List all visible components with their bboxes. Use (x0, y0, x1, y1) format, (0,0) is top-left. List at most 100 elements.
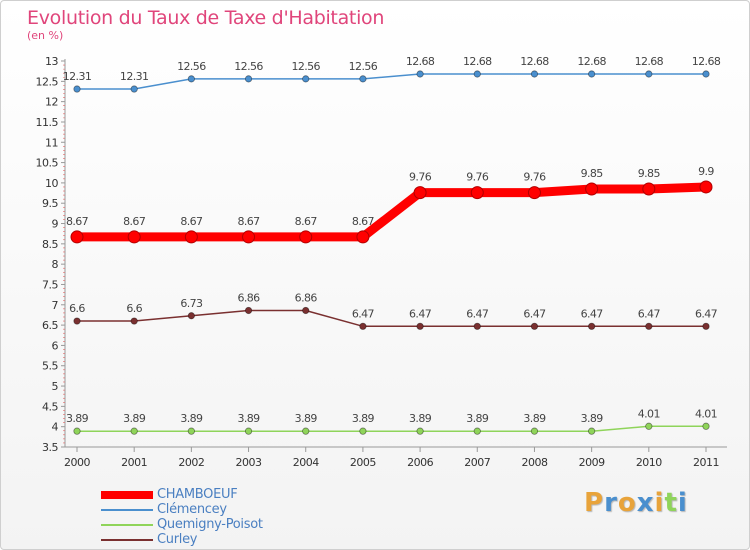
data-label: 9.85 (638, 167, 661, 180)
data-point (187, 427, 195, 435)
data-label: 3.89 (409, 412, 432, 425)
x-tick-label: 2003 (236, 456, 262, 469)
legend-swatch (101, 538, 153, 541)
data-point (527, 186, 541, 200)
data-point (130, 427, 138, 435)
data-label: 12.56 (234, 60, 263, 73)
data-point (473, 70, 481, 78)
data-point (699, 180, 713, 194)
data-point (73, 317, 81, 325)
legend-swatch (101, 490, 153, 499)
chart-series-layer (70, 70, 713, 435)
data-point (416, 427, 424, 435)
data-label: 6.47 (638, 307, 661, 320)
legend-item-quemigny-poisot: Quemigny-Poisot (101, 517, 263, 532)
y-tick-label: 3.5 (42, 441, 58, 454)
series-line-quemigny-poisot (76, 425, 707, 432)
y-tick-label: 6 (52, 339, 59, 352)
legend-label: CHAMBOEUF (157, 487, 238, 502)
data-point (530, 427, 539, 435)
data-label: 12.68 (577, 55, 606, 68)
data-point (645, 70, 653, 78)
x-tick-label: 2001 (121, 456, 147, 469)
chart-axes: 3.5 4 4.5 5 5.5 6 6.5 7 7.5 8 8.5 9 9.5 10 10.5 11 11.5 1… (36, 55, 727, 469)
y-tick-label: 4 (52, 421, 59, 434)
logo-letter: i (654, 488, 665, 518)
series-line-curley (76, 309, 707, 328)
data-label: 4.01 (638, 407, 660, 420)
data-point (244, 306, 253, 315)
data-label: 6.86 (295, 291, 318, 304)
legend-label: Curley (157, 532, 198, 547)
x-tick-label: 2000 (64, 456, 90, 469)
data-point (359, 322, 367, 330)
y-tick-label: 12.5 (36, 75, 59, 88)
data-label: 9.76 (466, 171, 489, 184)
data-label: 8.67 (66, 215, 89, 228)
legend-label: Clémencey (157, 502, 227, 517)
data-point (184, 230, 198, 244)
data-label: 12.68 (692, 55, 721, 68)
y-tick-label: 10 (45, 177, 58, 190)
data-point (470, 186, 484, 200)
legend-swatch (101, 508, 153, 511)
logo-letter: o (617, 488, 637, 518)
data-label: 9.76 (409, 171, 432, 184)
legend-swatch (101, 523, 153, 526)
x-tick-label: 2011 (693, 456, 719, 469)
data-point (299, 230, 313, 244)
data-point (302, 427, 310, 435)
data-point (530, 70, 539, 78)
data-point (702, 70, 710, 78)
y-tick-label: 4.5 (42, 400, 58, 413)
logo-letter: t (664, 488, 678, 518)
data-label: 8.67 (123, 215, 146, 228)
data-point (244, 75, 253, 83)
data-label: 6.6 (126, 302, 142, 315)
data-label: 3.89 (237, 412, 260, 425)
data-label: 12.68 (463, 55, 492, 68)
data-label: 3.89 (295, 412, 318, 425)
data-point (70, 230, 84, 244)
data-label: 4.01 (695, 407, 717, 420)
data-label: 3.89 (523, 412, 546, 425)
data-label: 8.67 (352, 215, 375, 228)
data-point (416, 70, 424, 78)
series-quemigny-poisot (73, 422, 710, 435)
x-tick-label: 2008 (521, 456, 547, 469)
data-label: 6.47 (523, 307, 546, 320)
y-tick-label: 8.5 (42, 238, 58, 251)
data-label: 3.89 (180, 412, 203, 425)
data-label: 6.73 (180, 297, 203, 310)
y-tick-label: 6.5 (42, 319, 58, 332)
data-label: 12.31 (63, 70, 92, 83)
series-chamboeuf (70, 180, 713, 244)
y-tick-label: 11.5 (36, 116, 59, 129)
series-curley (73, 306, 710, 330)
data-label: 8.67 (180, 215, 203, 228)
data-label: 6.47 (352, 307, 375, 320)
series-clemencey (73, 70, 710, 93)
chart-legend: CHAMBOEUF Clémencey Quemigny-Poisot Curl… (101, 487, 263, 547)
x-tick-label: 2009 (579, 456, 605, 469)
data-point (413, 186, 427, 200)
data-point (473, 322, 481, 330)
data-label: 8.67 (295, 215, 318, 228)
proxiti-logo: Proxiti (584, 488, 688, 518)
data-point (642, 182, 656, 196)
y-axis-unit-label: (en %) (27, 29, 64, 42)
data-label: 6.47 (466, 307, 489, 320)
data-label: 12.68 (635, 55, 664, 68)
data-label: 12.68 (520, 55, 549, 68)
data-point (585, 182, 599, 196)
data-label: 6.86 (237, 291, 260, 304)
data-point (302, 306, 310, 315)
data-point (130, 317, 138, 325)
data-label: 6.47 (695, 307, 718, 320)
data-point (702, 422, 710, 430)
data-point (244, 427, 253, 435)
y-tick-label: 10.5 (36, 157, 59, 170)
data-label: 3.89 (352, 412, 375, 425)
y-tick-label: 8 (52, 258, 59, 271)
